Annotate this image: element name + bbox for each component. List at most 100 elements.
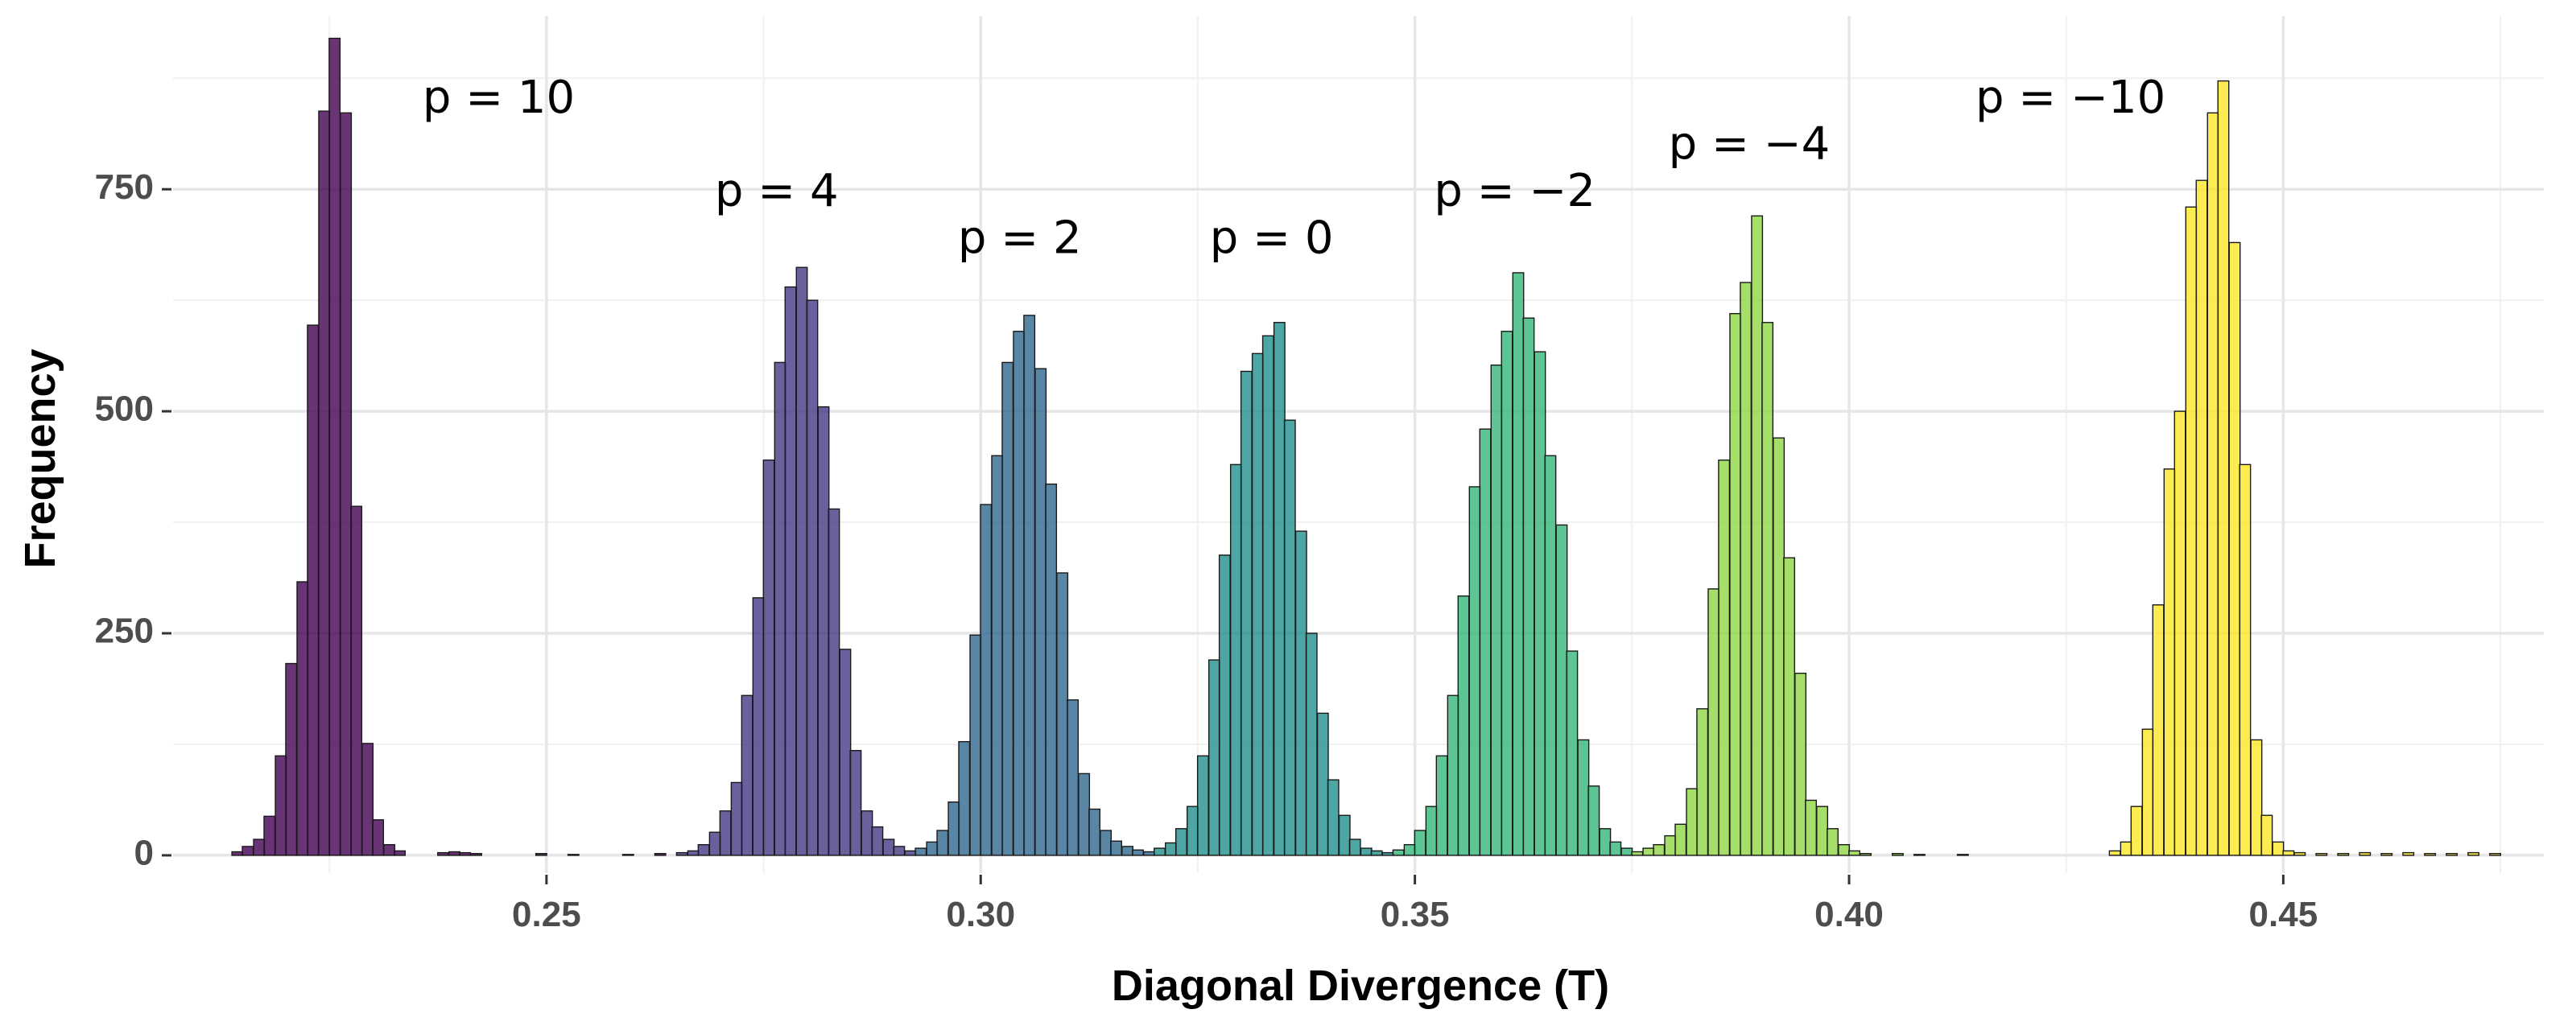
histogram-bars <box>231 37 2502 856</box>
histogram-bar <box>242 846 254 856</box>
histogram-bar <box>969 634 982 856</box>
histogram-bar <box>1229 464 1242 856</box>
x-tick-label: 0.30 <box>946 895 1015 934</box>
histogram-bar <box>1196 755 1209 856</box>
histogram-bar <box>1294 530 1307 856</box>
histogram-bar <box>1121 846 1133 856</box>
histogram-bar <box>2402 851 2415 856</box>
histogram-bar <box>2337 853 2350 856</box>
y-tick-label: 750 <box>95 167 154 207</box>
histogram-bar <box>1794 672 1807 856</box>
series-annotation: p = 0 <box>1210 212 1334 264</box>
histogram-bar <box>1067 699 1080 856</box>
histogram-bar <box>849 749 862 856</box>
histogram-bar <box>1132 849 1144 856</box>
histogram-bar <box>708 831 721 856</box>
histogram-bar <box>2195 179 2208 856</box>
histogram-bar <box>1707 588 1720 856</box>
histogram-bar <box>2282 850 2295 856</box>
histogram-bar <box>2174 410 2186 856</box>
histogram-bar <box>741 694 753 856</box>
histogram-bar <box>1143 851 1155 856</box>
histogram-bar <box>936 830 949 856</box>
histogram-bar <box>1088 808 1101 856</box>
histogram-bar <box>1305 632 1318 856</box>
histogram-bar <box>1891 853 1904 856</box>
y-axis-title: Frequency <box>16 348 64 568</box>
histogram-bar <box>1751 215 1764 856</box>
histogram-bar <box>861 810 873 856</box>
histogram-bar <box>1218 554 1231 856</box>
histogram-bar <box>1283 419 1296 856</box>
histogram-bar <box>774 361 786 856</box>
histogram-bar <box>1001 361 1014 856</box>
histogram-bar <box>1664 834 1677 856</box>
histogram-bar <box>2207 112 2219 856</box>
histogram-bar <box>318 110 331 856</box>
histogram-bar <box>654 853 667 856</box>
histogram-bar <box>1045 483 1058 856</box>
histogram-bar <box>1208 659 1220 856</box>
histogram-bar <box>535 853 547 856</box>
histogram-bar <box>1686 788 1699 856</box>
histogram-bar <box>1273 322 1286 856</box>
histogram-bar <box>1620 847 1633 856</box>
histogram-bar <box>1078 772 1091 856</box>
histogram-bar <box>1327 779 1340 856</box>
x-axis-title: Diagonal Divergence (T) <box>1112 962 1609 1010</box>
histogram-bar <box>1370 850 1383 856</box>
histogram-bar <box>2239 464 2252 856</box>
histogram-bar <box>1729 313 1742 856</box>
histogram-bar <box>1555 524 1568 856</box>
histogram-bar <box>231 851 244 856</box>
histogram-bar <box>1599 828 1612 856</box>
x-tick-label: 0.25 <box>512 895 581 934</box>
histogram-bar <box>1816 805 1828 856</box>
histogram-bar <box>1392 849 1405 856</box>
histogram-bar <box>2446 853 2458 856</box>
histogram-bar <box>1468 486 1481 856</box>
histogram-bar <box>1566 650 1579 856</box>
histogram-bar <box>1490 365 1503 856</box>
histogram-bar <box>1360 847 1373 856</box>
histogram-bar <box>2130 805 2143 856</box>
grid-minor <box>173 16 2544 873</box>
histogram-bar <box>1174 828 1187 856</box>
histogram-bar <box>1034 368 1047 856</box>
histogram-bar <box>296 581 309 856</box>
histogram-bar <box>1577 739 1590 856</box>
histogram-bar <box>752 597 765 856</box>
histogram-bar <box>1587 785 1600 856</box>
histogram-bar <box>2359 851 2372 856</box>
histogram-bar <box>1100 830 1113 856</box>
histogram-bar <box>947 801 960 856</box>
histogram-bar <box>914 847 927 856</box>
histogram-bar <box>893 846 906 856</box>
histogram-bar <box>1251 352 1264 856</box>
histogram-bar <box>2489 853 2502 856</box>
histogram-bar <box>2141 728 2154 856</box>
histogram-bar <box>1827 828 1839 856</box>
histogram-bar <box>1740 282 1752 856</box>
histogram-bar <box>372 819 385 856</box>
y-tick-label: 250 <box>95 612 154 651</box>
histogram-bar <box>762 459 775 856</box>
x-tick-label: 0.45 <box>2249 895 2318 934</box>
histogram-bar <box>1165 842 1177 856</box>
histogram-bar <box>1381 851 1394 856</box>
histogram-bar <box>991 455 1004 856</box>
histogram-bar <box>263 815 276 856</box>
series-annotation: p = −10 <box>1975 72 2165 124</box>
histogram-bar <box>2217 80 2230 856</box>
histogram-bar <box>1316 712 1329 856</box>
histogram-bar <box>307 324 320 856</box>
y-tick-label: 0 <box>134 834 154 873</box>
histogram-bar <box>882 838 895 856</box>
histogram-bar <box>459 851 471 856</box>
histogram-bar <box>1403 843 1416 856</box>
histogram-bar <box>1653 843 1666 856</box>
histogram-bar <box>2380 853 2393 856</box>
series-annotation: p = −2 <box>1434 165 1596 217</box>
histogram-bar <box>1609 841 1622 856</box>
